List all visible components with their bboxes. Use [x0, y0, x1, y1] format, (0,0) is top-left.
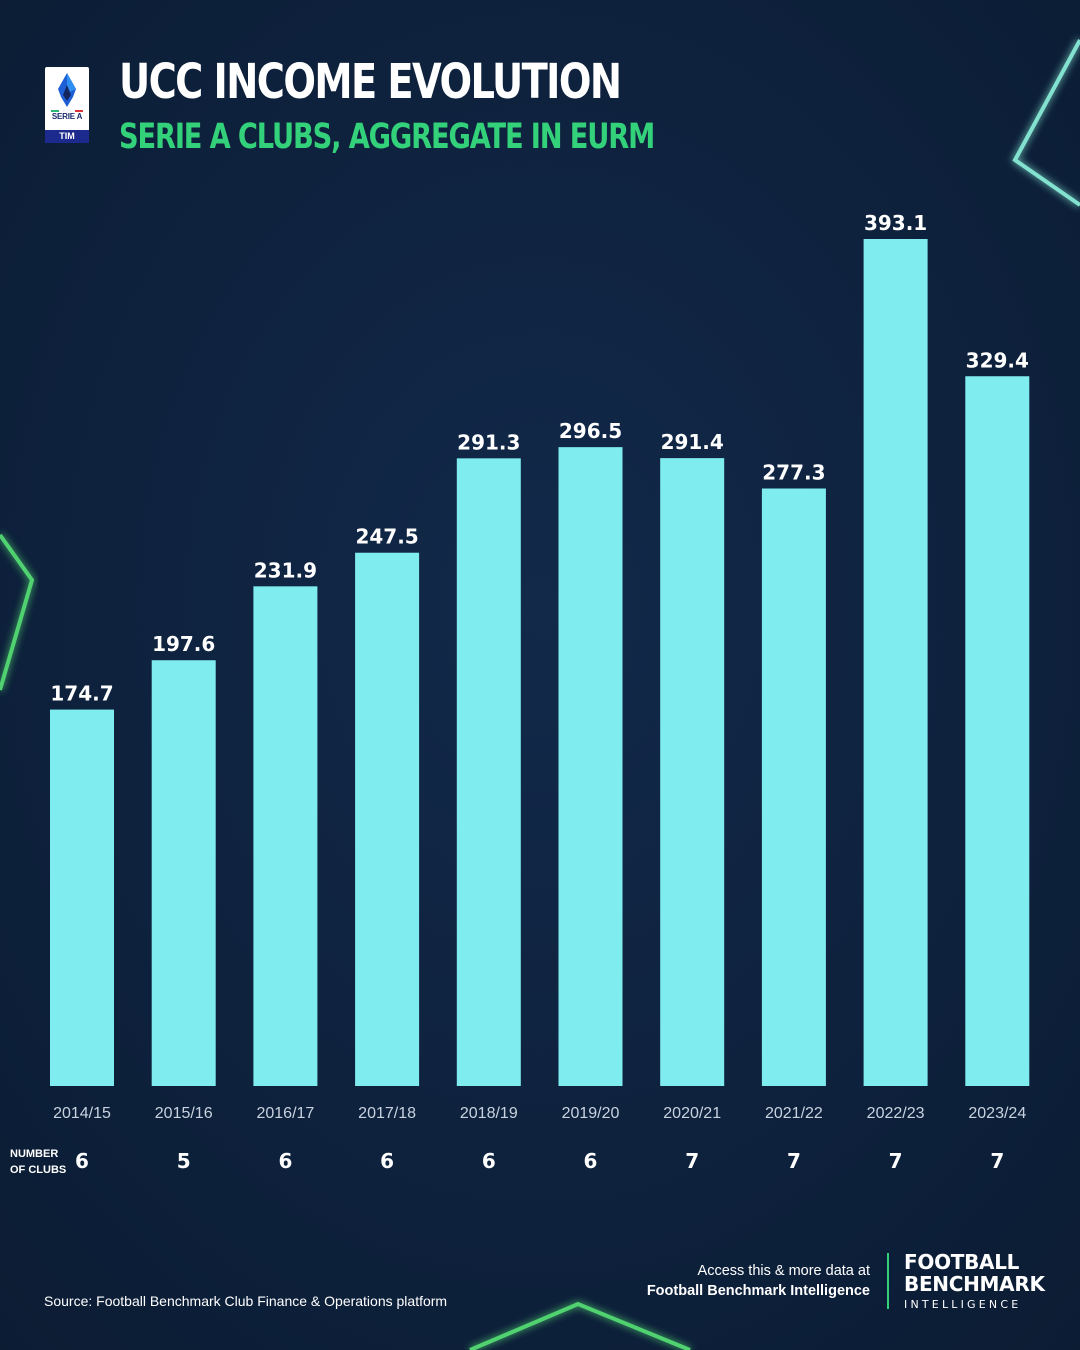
bar-2016-17	[253, 586, 318, 1086]
footer-divider	[887, 1253, 889, 1309]
club-count-2020-21: 7	[685, 1149, 699, 1173]
source-note: Source: Football Benchmark Club Finance …	[44, 1293, 448, 1309]
category-label-2018-19: 2018/19	[460, 1105, 518, 1122]
glow-line-top-right	[1012, 39, 1080, 207]
access-note-line1: Access this & more data at	[697, 1263, 870, 1279]
bar-2019-20	[558, 447, 623, 1086]
club-count-2014-15: 6	[75, 1149, 89, 1173]
glow-line-bottom	[469, 1301, 691, 1350]
serie-a-logo-text: SERIE A	[51, 112, 83, 121]
value-label-2014-15: 174.7	[50, 682, 113, 706]
bar-2022-23	[863, 239, 928, 1086]
category-label-2023-24: 2023/24	[968, 1105, 1026, 1122]
club-count-2016-17: 6	[278, 1149, 292, 1173]
chart-title: UCC INCOME EVOLUTION	[119, 54, 622, 110]
value-label-2021-22: 277.3	[762, 461, 825, 485]
tim-logo-text: TIM	[45, 130, 89, 143]
value-label-2020-21: 291.4	[661, 430, 724, 454]
category-label-2022-23: 2022/23	[867, 1105, 925, 1122]
category-label-2015-16: 2015/16	[155, 1105, 213, 1122]
glow-line-left	[0, 533, 35, 691]
chart-subtitle: SERIE A CLUBS, AGGREGATE IN EURM	[119, 117, 655, 157]
value-label-2017-18: 247.5	[355, 525, 418, 549]
value-label-2023-24: 329.4	[966, 348, 1029, 372]
value-label-2016-17: 231.9	[254, 558, 317, 582]
club-count-2019-20: 6	[584, 1149, 598, 1173]
bar-2018-19	[456, 458, 521, 1086]
club-count-2017-18: 6	[380, 1149, 394, 1173]
bar-2021-22	[761, 488, 826, 1086]
category-label-2014-15: 2014/15	[53, 1105, 111, 1122]
number-of-clubs-label-line2: OF CLUBS	[10, 1164, 67, 1176]
club-count-2022-23: 7	[889, 1149, 903, 1173]
club-count-2023-24: 7	[990, 1149, 1004, 1173]
category-label-2020-21: 2020/21	[663, 1105, 721, 1122]
category-label-2019-20: 2019/20	[562, 1105, 620, 1122]
brand-line-3: INTELLIGENCE	[904, 1298, 1022, 1311]
category-label-2021-22: 2021/22	[765, 1105, 823, 1122]
serie-a-emblem-icon	[51, 73, 83, 113]
football-benchmark-logo: FOOTBALL BENCHMARK INTELLIGENCE	[904, 1251, 1045, 1313]
value-label-2015-16: 197.6	[152, 632, 215, 656]
bar-2015-16	[151, 660, 216, 1086]
access-note-link[interactable]: Football Benchmark Intelligence	[646, 1283, 870, 1299]
bar-2023-24	[965, 376, 1030, 1087]
brand-line-2: BENCHMARK	[904, 1272, 1045, 1296]
value-label-2018-19: 291.3	[457, 430, 520, 454]
value-label-2019-20: 296.5	[559, 419, 622, 443]
category-label-2017-18: 2017/18	[358, 1105, 416, 1122]
category-label-2016-17: 2016/17	[256, 1105, 314, 1122]
bar-2014-15	[50, 709, 114, 1086]
bar-2017-18	[355, 552, 420, 1086]
club-count-2018-19: 6	[482, 1149, 496, 1173]
number-of-clubs-label: NUMBER OF CLUBS	[10, 1146, 90, 1178]
club-count-2021-22: 7	[787, 1149, 801, 1173]
number-of-clubs-label-line1: NUMBER	[10, 1148, 59, 1160]
club-count-2015-16: 5	[177, 1149, 191, 1173]
serie-a-logo: SERIE A TIM	[45, 67, 89, 143]
access-note: Access this & more data at Football Benc…	[647, 1261, 870, 1301]
value-label-2022-23: 393.1	[864, 211, 927, 235]
bar-2020-21	[660, 458, 725, 1086]
brand-line-1: FOOTBALL	[904, 1250, 1020, 1274]
